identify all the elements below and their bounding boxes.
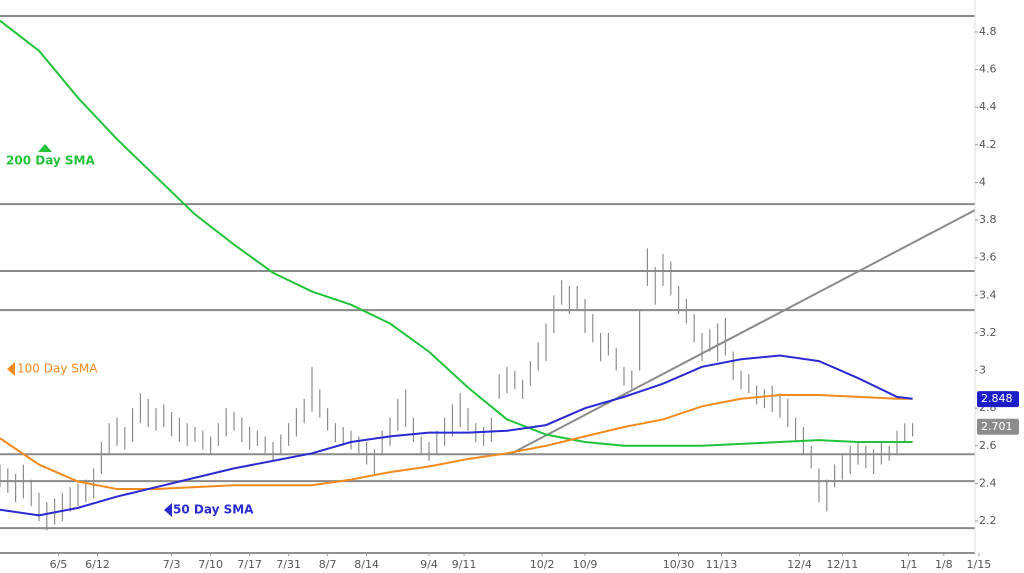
arrow-icon — [7, 362, 15, 376]
price-marker — [977, 391, 1019, 408]
x-tick-label: 1/8 — [935, 558, 953, 571]
x-tick-label: 1/1 — [900, 558, 918, 571]
x-tick-label: 6/12 — [85, 558, 110, 571]
trend-line — [509, 209, 976, 456]
y-tick-label: 4.6 — [979, 63, 997, 76]
x-tick-label: 12/4 — [787, 558, 812, 571]
x-tick-label: 10/9 — [573, 558, 598, 571]
plot — [0, 14, 976, 531]
y-tick-label: 3.4 — [979, 288, 997, 301]
sma-line — [0, 394, 913, 491]
y-tick-label: 4 — [979, 175, 986, 188]
x-tick-label: 7/10 — [198, 558, 223, 571]
y-tick-label: 2.4 — [979, 476, 997, 489]
x-tick-label: 7/17 — [237, 558, 262, 571]
y-tick-label: 4.2 — [979, 138, 997, 151]
y-tick-label: 2.6 — [979, 439, 997, 452]
x-tick-label: 7/31 — [276, 558, 301, 571]
x-tick-label: 6/5 — [50, 558, 68, 571]
y-tick-label: 3.8 — [979, 213, 997, 226]
x-tick-label: 12/11 — [827, 558, 859, 571]
x-tick-label: 7/3 — [163, 558, 181, 571]
x-tick-label: 10/2 — [530, 558, 555, 571]
sma-line — [0, 19, 913, 447]
price-marker — [977, 418, 1019, 435]
x-tick-label: 1/15 — [967, 558, 992, 571]
sma-line — [0, 354, 913, 517]
y-tick-label: 3.2 — [979, 326, 997, 339]
y-tick-label: 3 — [979, 364, 986, 377]
y-tick-label: 4.8 — [979, 25, 997, 38]
y-tick-label: 4.4 — [979, 100, 997, 113]
x-tick-label: 9/11 — [452, 558, 477, 571]
x-tick-label: 11/13 — [706, 558, 738, 571]
y-tick-label: 2.2 — [979, 514, 997, 527]
arrow-icon — [38, 144, 52, 152]
y-tick-label: 3.6 — [979, 251, 997, 264]
x-tick-label: 8/14 — [354, 558, 379, 571]
sma-label: 200 Day SMA — [6, 154, 96, 168]
sma-label: 100 Day SMA — [17, 362, 98, 376]
x-tick-label: 10/30 — [663, 558, 695, 571]
price-marker-label: 2.701 — [981, 420, 1013, 433]
arrow-icon — [164, 503, 172, 517]
x-tick-label: 8/7 — [319, 558, 337, 571]
x-tick-label: 9/4 — [420, 558, 438, 571]
sma-label: 50 Day SMA — [173, 503, 254, 517]
price-marker-label: 2.848 — [981, 392, 1013, 405]
